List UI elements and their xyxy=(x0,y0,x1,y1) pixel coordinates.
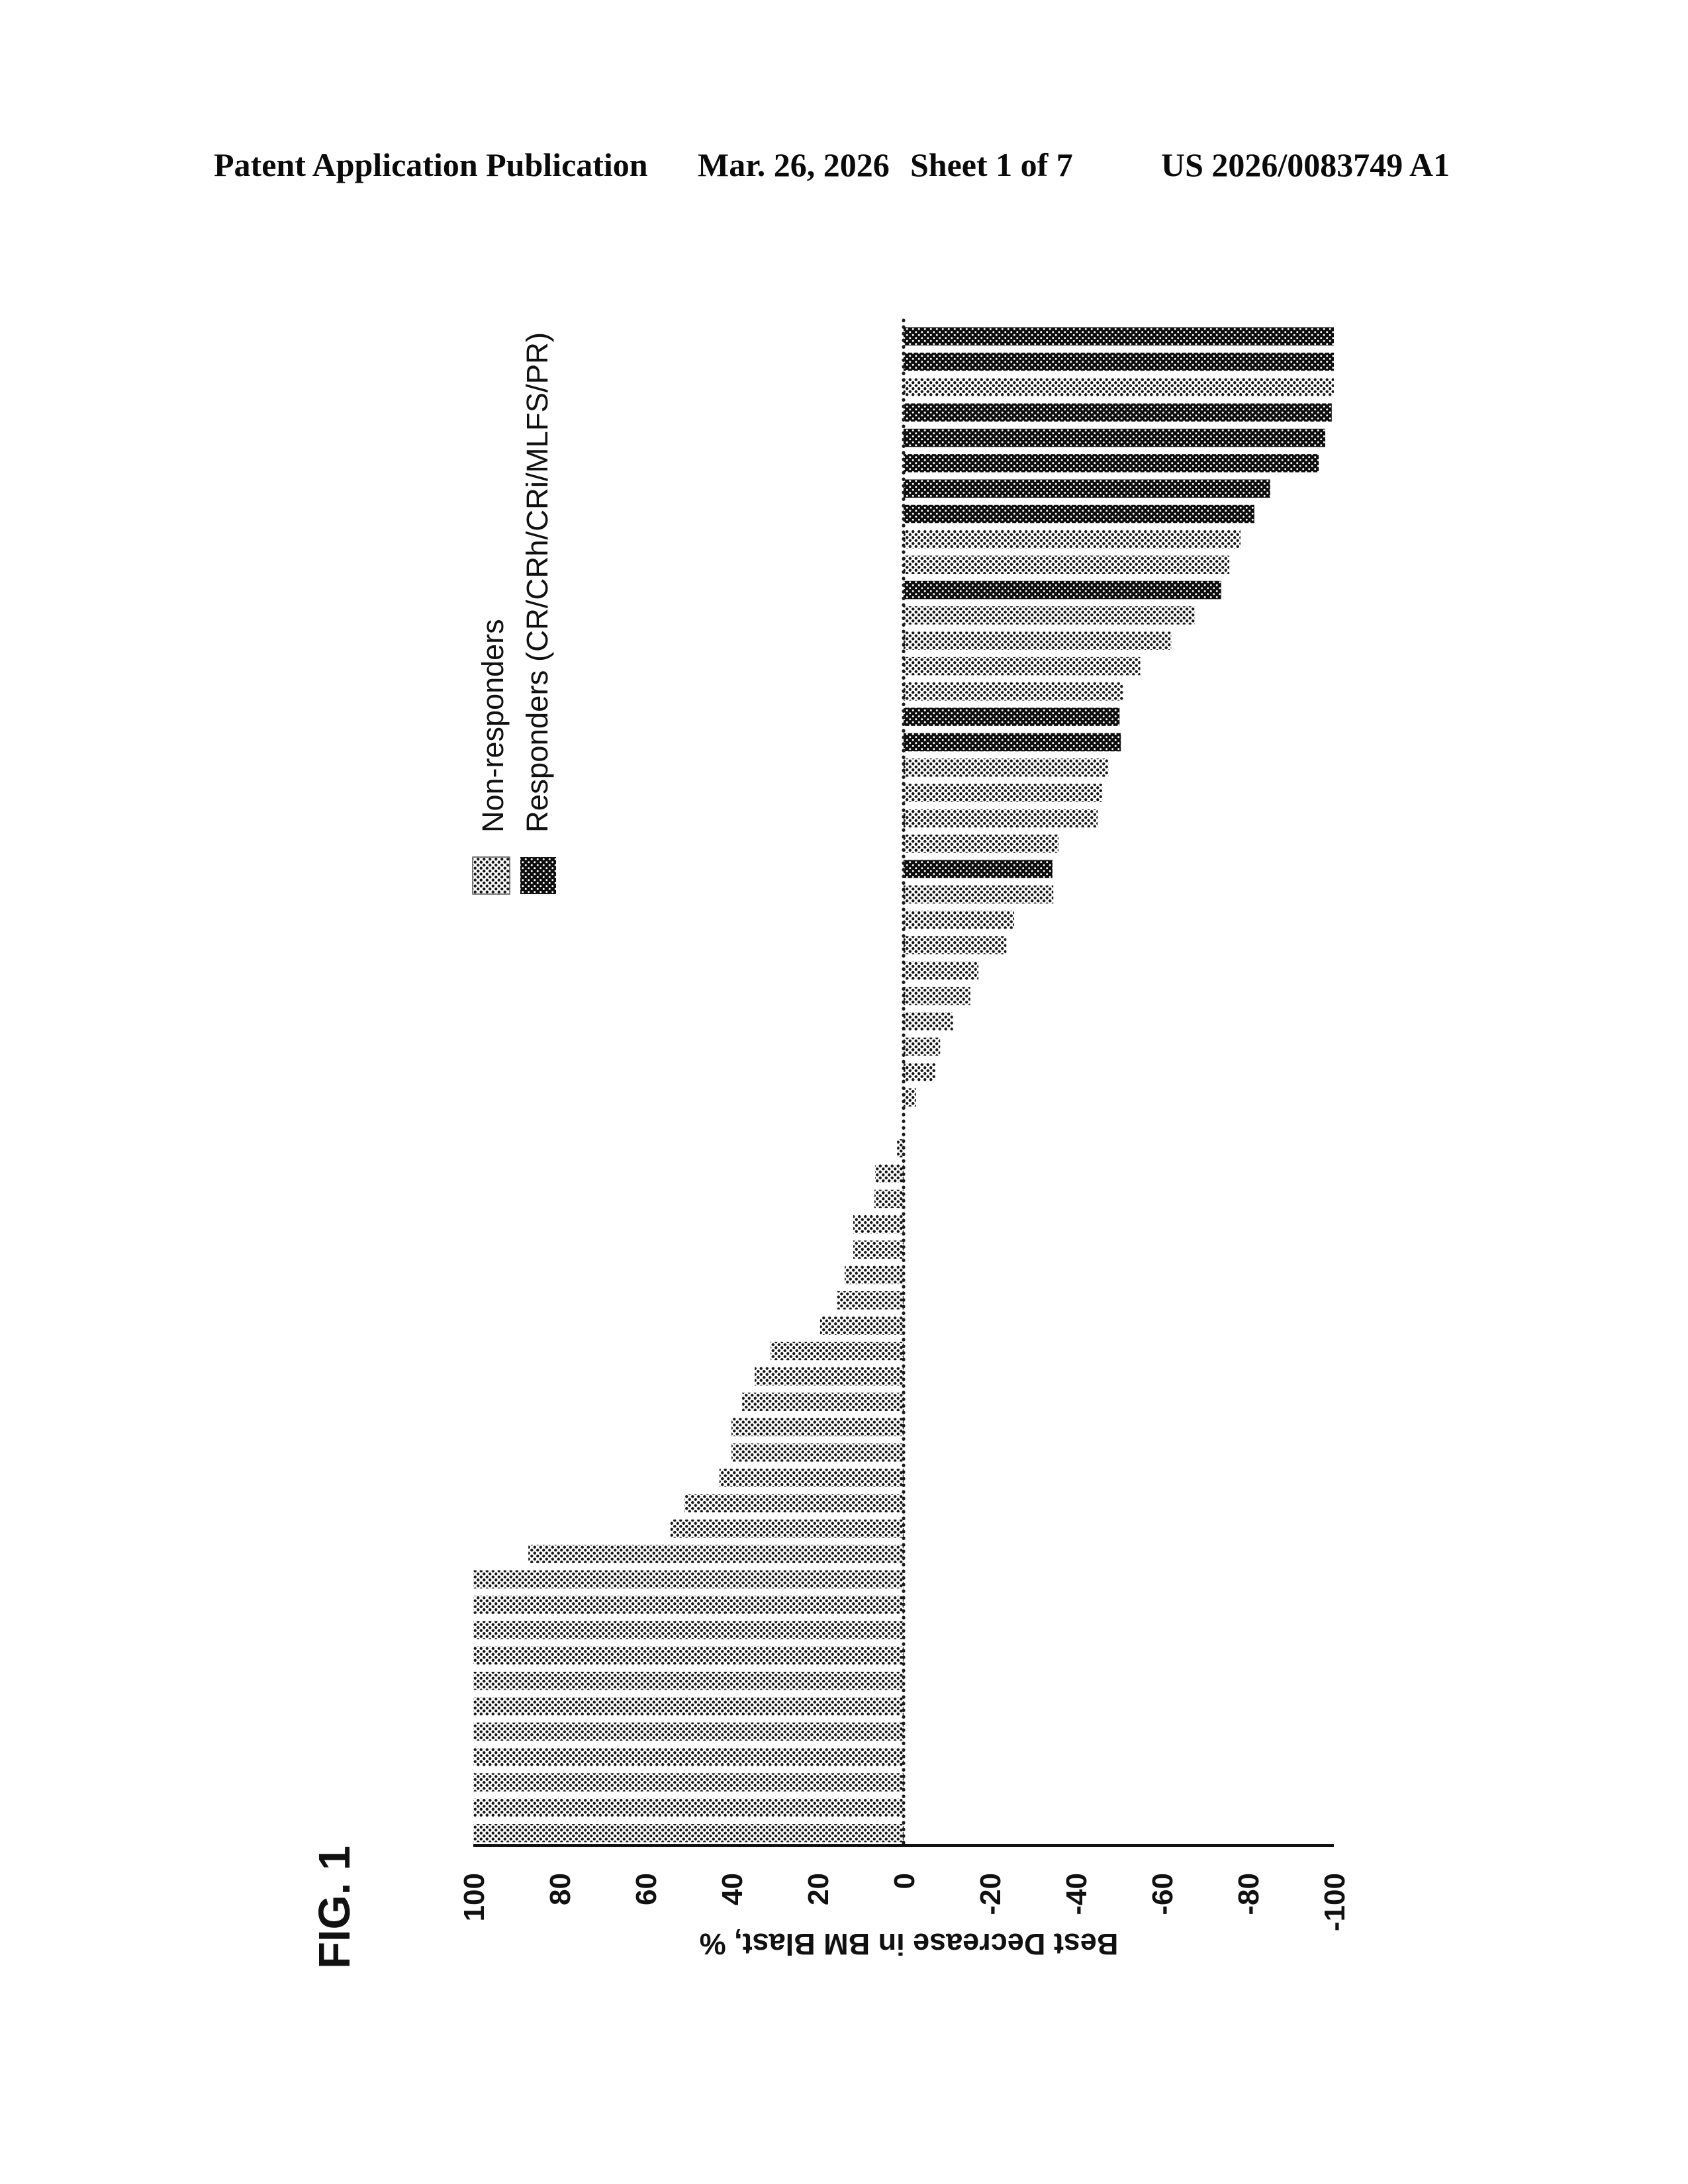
svg-text:0: 0 xyxy=(888,1873,921,1889)
svg-text:Mar. 26, 2026: Mar. 26, 2026 xyxy=(698,146,890,183)
svg-text:100: 100 xyxy=(458,1873,491,1921)
svg-text:80: 80 xyxy=(544,1873,577,1905)
svg-text:Patent Application Publication: Patent Application Publication xyxy=(214,146,648,183)
svg-text:Sheet 1 of 7: Sheet 1 of 7 xyxy=(910,146,1073,183)
svg-text:-20: -20 xyxy=(974,1873,1007,1915)
svg-text:-100: -100 xyxy=(1319,1873,1351,1931)
svg-text:60: 60 xyxy=(630,1873,663,1905)
svg-text:FIG. 1: FIG. 1 xyxy=(310,1846,359,1969)
svg-text:Non-responders: Non-responders xyxy=(476,619,510,833)
svg-text:-80: -80 xyxy=(1233,1873,1265,1915)
svg-text:Best Decrease in BM Blast, %: Best Decrease in BM Blast, % xyxy=(700,1927,1119,1961)
svg-text:-60: -60 xyxy=(1147,1873,1179,1915)
svg-text:20: 20 xyxy=(802,1873,835,1905)
svg-text:US 2026/0083749 A1: US 2026/0083749 A1 xyxy=(1161,146,1450,183)
svg-text:40: 40 xyxy=(716,1873,749,1905)
svg-text:-40: -40 xyxy=(1060,1873,1093,1915)
svg-text:Responders (CR/CRh/CRi/MLFS/PR: Responders (CR/CRh/CRi/MLFS/PR) xyxy=(520,332,554,833)
